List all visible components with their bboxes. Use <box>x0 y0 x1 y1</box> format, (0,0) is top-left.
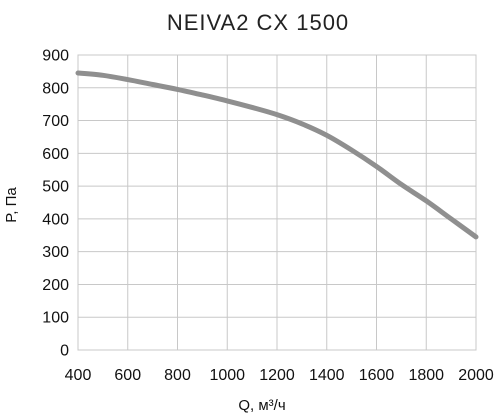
x-tick-label: 400 <box>65 367 92 384</box>
x-tick-label: 2000 <box>458 367 494 384</box>
plot-frame <box>77 54 477 351</box>
y-tick-label: 0 <box>60 343 69 360</box>
y-tick-label: 600 <box>42 146 69 163</box>
x-tick-labels: 400 600 800 1000 1200 1400 1600 1800 2000 <box>65 367 494 384</box>
y-tick-label: 300 <box>42 244 69 261</box>
x-tick-label: 600 <box>114 367 141 384</box>
y-tick-label: 200 <box>42 277 69 294</box>
x-axis-label: Q, м³/ч <box>238 397 285 414</box>
x-tick-label: 1800 <box>408 367 444 384</box>
series-line <box>75 70 479 240</box>
y-tick-label: 900 <box>42 48 69 65</box>
x-tick-label: 800 <box>164 367 191 384</box>
y-tick-label: 400 <box>42 211 69 228</box>
x-tick-label: 1200 <box>259 367 295 384</box>
y-tick-labels: 0 100 200 300 400 500 600 700 800 900 <box>42 48 69 360</box>
x-tick-label: 1600 <box>359 367 395 384</box>
y-tick-label: 700 <box>42 113 69 130</box>
y-tick-label: 100 <box>42 310 69 327</box>
y-tick-label: 800 <box>42 80 69 97</box>
y-axis-label: P, Па <box>3 187 20 223</box>
chart-title: NEIVA2 CX 1500 <box>167 10 349 35</box>
series-layer <box>75 70 479 240</box>
grid <box>77 54 477 351</box>
x-tick-label: 1000 <box>209 367 245 384</box>
y-tick-label: 500 <box>42 179 69 196</box>
x-tick-label: 1400 <box>309 367 345 384</box>
